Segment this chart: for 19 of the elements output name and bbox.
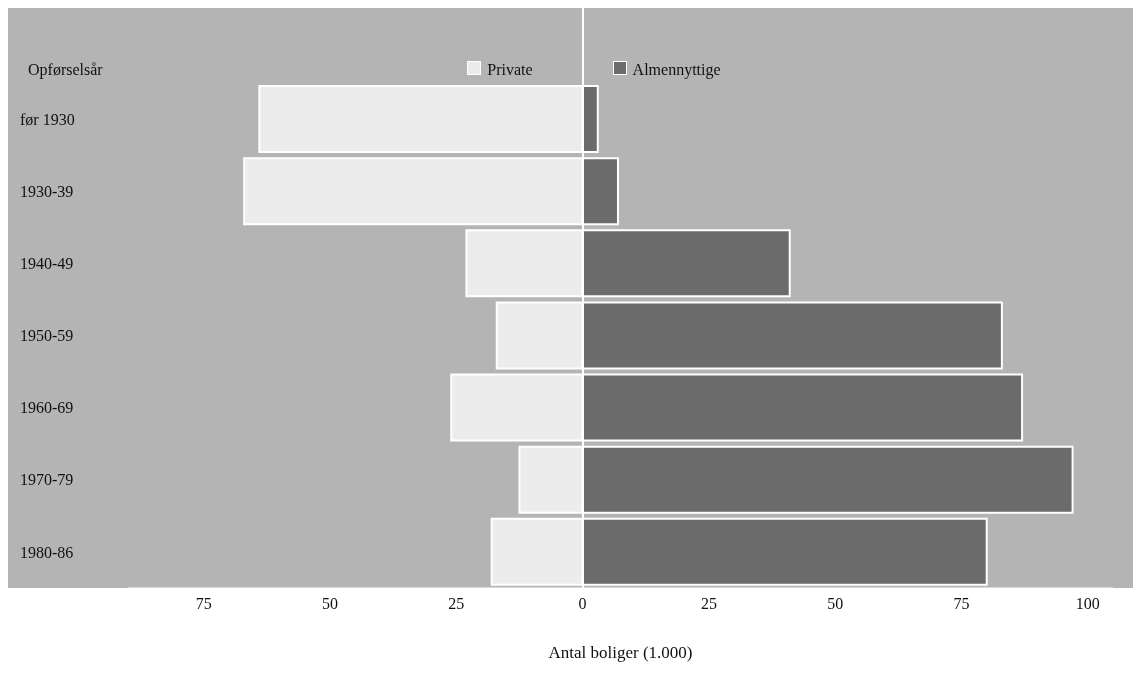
x-tick-label: 75 [953,595,970,613]
y-tick-label: 1930-39 [20,182,74,200]
y-tick-label: 1950-59 [20,327,74,345]
x-axis-title: Antal boliger (1.000) [548,643,693,662]
y-tick-label: 1940-49 [20,255,74,273]
y-tick-label: før 1930 [20,110,75,128]
y-axis-title: Opførselsår [28,61,103,79]
x-tick-label: 0 [578,595,587,613]
x-tick-label: 100 [1075,595,1100,613]
x-tick-label: 25 [448,595,465,613]
x-tick-label: 50 [322,595,339,613]
y-tick-label: 1980-86 [20,543,74,561]
x-tick-label: 25 [700,595,717,613]
x-tick-label: 50 [827,595,844,613]
y-tick-label: 1960-69 [20,399,74,417]
legend-label: Private [486,61,533,79]
x-tick-label: 75 [195,595,212,613]
legend-label: Almennyttige [631,61,721,79]
y-tick-label: 1970-79 [20,471,74,489]
